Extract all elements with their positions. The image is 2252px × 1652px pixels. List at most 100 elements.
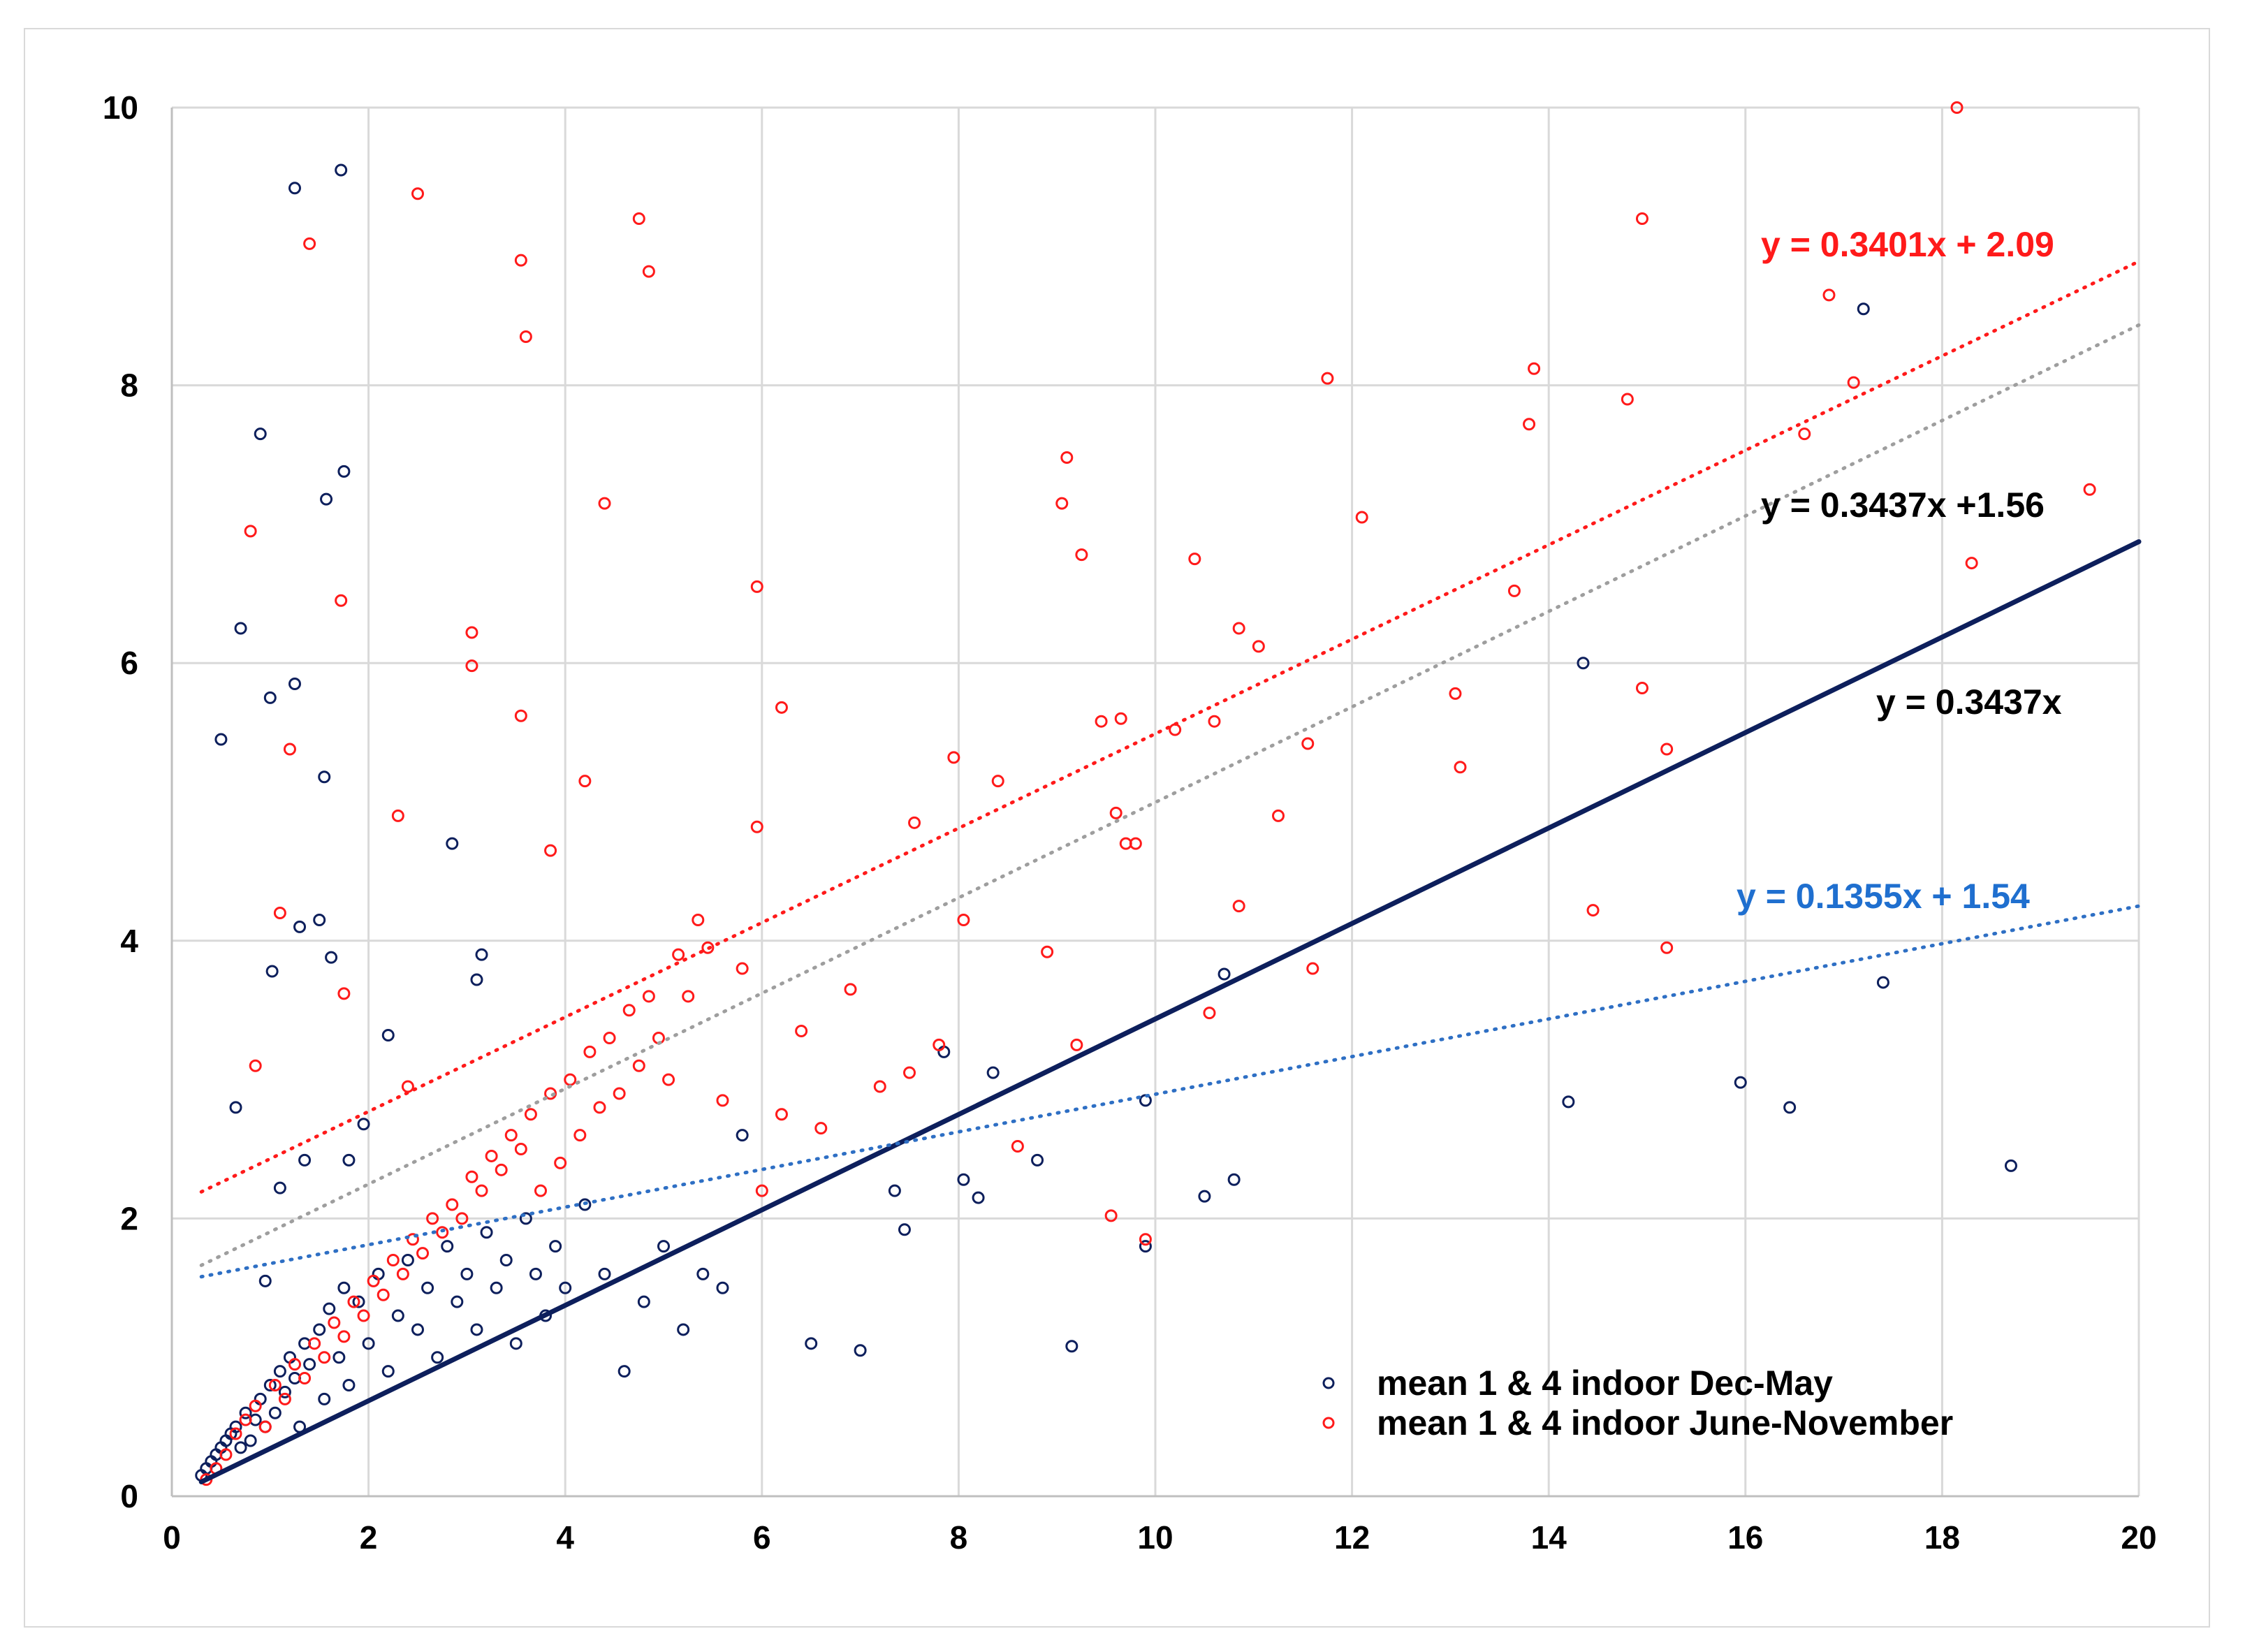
data-point (1449, 687, 1462, 700)
data-point (263, 691, 277, 704)
trendline-1 (199, 323, 2141, 1267)
data-point (298, 1153, 312, 1167)
data-point (1306, 962, 1319, 975)
data-point (682, 990, 695, 1003)
data-point (325, 951, 338, 964)
data-point (1203, 1007, 1216, 1020)
data-point (391, 1309, 404, 1322)
data-point (381, 1365, 395, 1378)
y-tick-label: 2 (120, 1200, 138, 1236)
data-point (1218, 967, 1231, 981)
data-point (335, 163, 348, 177)
data-point (593, 1101, 606, 1114)
data-point (519, 1212, 532, 1225)
chart-frame: 0 2 4 6 8 10 12 14 16 18 20 0 2 4 6 8 10 y = 0.3401x + … (24, 28, 2210, 1628)
data-point (332, 1351, 346, 1364)
series-dec-may (195, 163, 2017, 1482)
data-point (509, 1337, 522, 1350)
data-point (933, 1038, 946, 1051)
data-point (524, 1108, 537, 1121)
data-point (1321, 372, 1334, 385)
data-point (288, 1358, 301, 1371)
data-point (1635, 681, 1648, 694)
data-point (1232, 622, 1245, 635)
data-point (1065, 1340, 1079, 1353)
data-point (391, 809, 404, 822)
data-point (991, 775, 1004, 788)
data-point (411, 1323, 424, 1336)
data-point (234, 1441, 247, 1454)
data-point (318, 1351, 331, 1364)
data-point (1847, 376, 1860, 389)
data-point (470, 973, 483, 986)
data-point (775, 1108, 788, 1121)
eq-label-june-nov: y = 0.3401x + 2.09 (1761, 225, 2054, 264)
data-point (672, 948, 685, 961)
data-point (603, 1031, 616, 1044)
data-point (396, 1267, 409, 1280)
data-point (1109, 806, 1123, 819)
data-point (1232, 900, 1245, 913)
series-june-nov (200, 101, 2096, 1486)
data-point (337, 1281, 351, 1294)
data-point (617, 1365, 631, 1378)
legend: mean 1 & 4 indoor Dec-May mean 1 & 4 ind… (1322, 1364, 1953, 1442)
data-point (1454, 761, 1467, 774)
data-point (288, 678, 301, 691)
scatter-chart: 0 2 4 6 8 10 12 14 16 18 20 0 2 4 6 8 10 y = 0.3401x + … (103, 89, 2157, 1556)
data-point (352, 1295, 365, 1308)
data-point (1198, 1190, 1211, 1203)
data-point (421, 1281, 434, 1294)
data-point (313, 913, 326, 926)
data-point (441, 1240, 454, 1253)
data-point (736, 962, 749, 975)
data-point (692, 913, 705, 926)
data-point (1139, 1240, 1152, 1253)
data-point (273, 907, 286, 920)
data-point (578, 1198, 592, 1211)
data-point (583, 1045, 597, 1058)
data-point (677, 1323, 690, 1336)
data-point (470, 1323, 483, 1336)
data-point (657, 1240, 670, 1253)
data-point (957, 1173, 970, 1186)
y-tick-label: 8 (120, 367, 138, 404)
data-point (888, 1184, 901, 1197)
data-point (293, 920, 307, 933)
data-point (244, 525, 257, 538)
data-point (1208, 715, 1221, 728)
data-point (214, 733, 228, 746)
data-point (273, 1365, 286, 1378)
data-point (642, 990, 655, 1003)
x-tick-label: 18 (1924, 1519, 1960, 1556)
data-point (701, 941, 715, 954)
data-point (534, 1184, 547, 1197)
data-point (376, 1288, 390, 1301)
data-point (1586, 904, 1600, 917)
trendlines (198, 259, 2142, 1485)
data-point (490, 1281, 503, 1294)
data-point (386, 1254, 400, 1267)
data-point (805, 1337, 818, 1350)
data-point (1272, 809, 1285, 822)
data-point (1876, 976, 1889, 989)
data-point (903, 1066, 916, 1079)
data-point (229, 1427, 242, 1440)
data-point (514, 1143, 527, 1155)
data-point (1528, 362, 1541, 375)
data-point (1523, 418, 1536, 431)
data-point (1055, 497, 1069, 510)
data-point (436, 1226, 449, 1239)
data-point (337, 465, 351, 478)
data-point (465, 626, 478, 639)
data-point (1798, 427, 1811, 441)
data-point (342, 1378, 356, 1391)
data-point (1577, 657, 1590, 670)
data-point (1104, 1209, 1118, 1222)
data-point (239, 1413, 252, 1426)
data-point (1041, 945, 1054, 958)
data-point (431, 1351, 444, 1364)
data-point (318, 1392, 331, 1405)
x-tick-label: 12 (1334, 1519, 1370, 1556)
data-point (873, 1080, 886, 1093)
